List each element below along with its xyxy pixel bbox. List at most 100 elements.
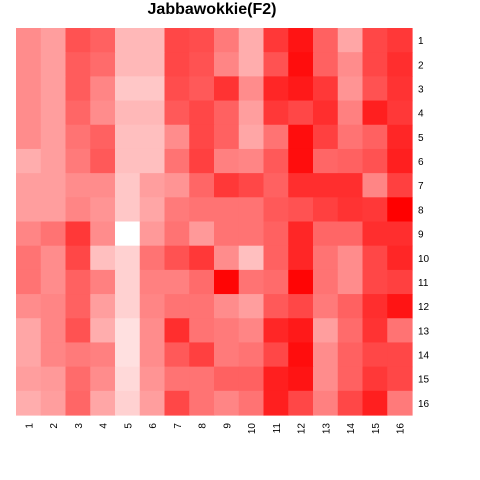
heatmap-cell-r1-c4 bbox=[90, 28, 116, 53]
heatmap-cell-r13-c9 bbox=[214, 318, 240, 344]
heatmap-cell-r8-c11 bbox=[263, 197, 289, 223]
heatmap-cell-r3-c2 bbox=[40, 76, 67, 102]
y-tick-label: 5 bbox=[418, 133, 424, 144]
heatmap-cell-r4-c15 bbox=[362, 100, 388, 126]
heatmap-cell-r6-c7 bbox=[164, 148, 190, 174]
heatmap-cell-r11-c8 bbox=[189, 269, 215, 295]
heatmap-cell-r7-c9 bbox=[214, 173, 240, 198]
heatmap-cell-r13-c15 bbox=[362, 318, 388, 344]
heatmap-cell-r14-c1 bbox=[16, 342, 42, 368]
heatmap-cell-r7-c3 bbox=[65, 173, 91, 198]
heatmap-cell-r5-c4 bbox=[90, 124, 116, 150]
heatmap-cell-r7-c1 bbox=[16, 173, 42, 198]
y-tick-label: 6 bbox=[418, 157, 424, 168]
x-tick-label: 5 bbox=[123, 423, 134, 429]
heatmap-cell-r15-c4 bbox=[90, 366, 116, 392]
heatmap-cell-r2-c12 bbox=[288, 52, 314, 77]
heatmap-cell-r12-c1 bbox=[16, 294, 42, 319]
heatmap-cell-r13-c11 bbox=[263, 318, 289, 344]
heatmap-cell-r12-c11 bbox=[263, 294, 289, 319]
heatmap-cell-r10-c8 bbox=[189, 245, 215, 271]
heatmap-cell-r6-c10 bbox=[238, 148, 265, 174]
heatmap-cell-r3-c1 bbox=[16, 76, 42, 102]
heatmap-cell-r7-c13 bbox=[313, 173, 339, 198]
y-tick-label: 9 bbox=[418, 230, 424, 241]
heatmap-cell-r16-c15 bbox=[362, 390, 388, 416]
heatmap-cell-r16-c4 bbox=[90, 390, 116, 416]
heatmap-cell-r5-c1 bbox=[16, 124, 42, 150]
heatmap-cell-r4-c12 bbox=[288, 100, 314, 126]
heatmap-cell-r13-c16 bbox=[387, 318, 413, 344]
heatmap-cell-r6-c12 bbox=[288, 148, 314, 174]
heatmap-cell-r4-c11 bbox=[263, 100, 289, 126]
heatmap-cell-r13-c13 bbox=[313, 318, 339, 344]
heatmap-cell-r13-c4 bbox=[90, 318, 116, 344]
heatmap-cell-r13-c1 bbox=[16, 318, 42, 344]
heatmap-cell-r2-c14 bbox=[337, 52, 364, 77]
heatmap-cell-r14-c6 bbox=[139, 342, 166, 368]
heatmap-cell-r5-c6 bbox=[139, 124, 166, 150]
heatmap-cell-r6-c14 bbox=[337, 148, 364, 174]
heatmap-cell-r4-c6 bbox=[139, 100, 166, 126]
heatmap-cell-r12-c6 bbox=[139, 294, 166, 319]
heatmap-cell-r10-c13 bbox=[313, 245, 339, 271]
heatmap-cell-r14-c9 bbox=[214, 342, 240, 368]
heatmap-cell-r7-c15 bbox=[362, 173, 388, 198]
heatmap-cell-r16-c6 bbox=[139, 390, 166, 416]
heatmap-cell-r4-c8 bbox=[189, 100, 215, 126]
heatmap-cell-r10-c6 bbox=[139, 245, 166, 271]
heatmap-cell-r10-c10 bbox=[238, 245, 265, 271]
x-tick-label: 11 bbox=[272, 423, 283, 434]
heatmap-cell-r14-c16 bbox=[387, 342, 413, 368]
heatmap-cell-r10-c15 bbox=[362, 245, 388, 271]
heatmap-cell-r15-c8 bbox=[189, 366, 215, 392]
heatmap-cell-r3-c6 bbox=[139, 76, 166, 102]
heatmap-cell-r3-c4 bbox=[90, 76, 116, 102]
heatmap-cell-r6-c9 bbox=[214, 148, 240, 174]
heatmap-cell-r16-c1 bbox=[16, 390, 42, 416]
heatmap-cell-r12-c16 bbox=[387, 294, 413, 319]
heatmap-cell-r10-c7 bbox=[164, 245, 190, 271]
heatmap-cell-r7-c14 bbox=[337, 173, 364, 198]
x-tick-label: 2 bbox=[49, 423, 60, 429]
heatmap-cell-r6-c1 bbox=[16, 148, 42, 174]
heatmap-cell-r11-c9 bbox=[214, 269, 240, 295]
heatmap-cell-r9-c12 bbox=[288, 221, 314, 247]
heatmap-cell-r5-c13 bbox=[313, 124, 339, 150]
heatmap-cell-r14-c5 bbox=[115, 342, 141, 368]
heatmap-cell-r16-c16 bbox=[387, 390, 413, 416]
heatmap-cell-r1-c5 bbox=[115, 28, 141, 53]
heatmap-cell-r4-c7 bbox=[164, 100, 190, 126]
heatmap-cell-r15-c11 bbox=[263, 366, 289, 392]
heatmap-cell-r9-c1 bbox=[16, 221, 42, 247]
heatmap-cell-r9-c5 bbox=[115, 221, 141, 247]
x-tick-label: 13 bbox=[321, 423, 332, 435]
heatmap-cell-r8-c1 bbox=[16, 197, 42, 223]
heatmap-cell-r6-c8 bbox=[189, 148, 215, 174]
heatmap-cell-r12-c13 bbox=[313, 294, 339, 319]
heatmap-cell-r6-c11 bbox=[263, 148, 289, 174]
heatmap-cell-r1-c2 bbox=[40, 28, 67, 53]
heatmap-cell-r13-c7 bbox=[164, 318, 190, 344]
y-tick-label: 15 bbox=[418, 375, 430, 386]
x-tick-label: 7 bbox=[173, 423, 184, 429]
y-tick-label: 8 bbox=[418, 205, 424, 216]
heatmap-cell-r7-c11 bbox=[263, 173, 289, 198]
heatmap-cell-r2-c8 bbox=[189, 52, 215, 77]
heatmap-cell-r14-c14 bbox=[337, 342, 364, 368]
heatmap-cell-r11-c15 bbox=[362, 269, 388, 295]
heatmap-cell-r15-c3 bbox=[65, 366, 91, 392]
heatmap-cell-r7-c4 bbox=[90, 173, 116, 198]
heatmap-cell-r10-c11 bbox=[263, 245, 289, 271]
x-tick-labels: 1 2 3 4 5 6 7 8 9 10 11 12 13 14 15 16 bbox=[24, 423, 406, 435]
heatmap-cell-r14-c3 bbox=[65, 342, 91, 368]
heatmap-cell-r15-c7 bbox=[164, 366, 190, 392]
heatmap-cell-r9-c10 bbox=[238, 221, 265, 247]
heatmap-cell-r14-c8 bbox=[189, 342, 215, 368]
heatmap-cell-r4-c5 bbox=[115, 100, 141, 126]
heatmap-cell-r14-c7 bbox=[164, 342, 190, 368]
heatmap-cell-r2-c15 bbox=[362, 52, 388, 77]
heatmap-cell-r12-c15 bbox=[362, 294, 388, 319]
heatmap-cell-r11-c6 bbox=[139, 269, 166, 295]
